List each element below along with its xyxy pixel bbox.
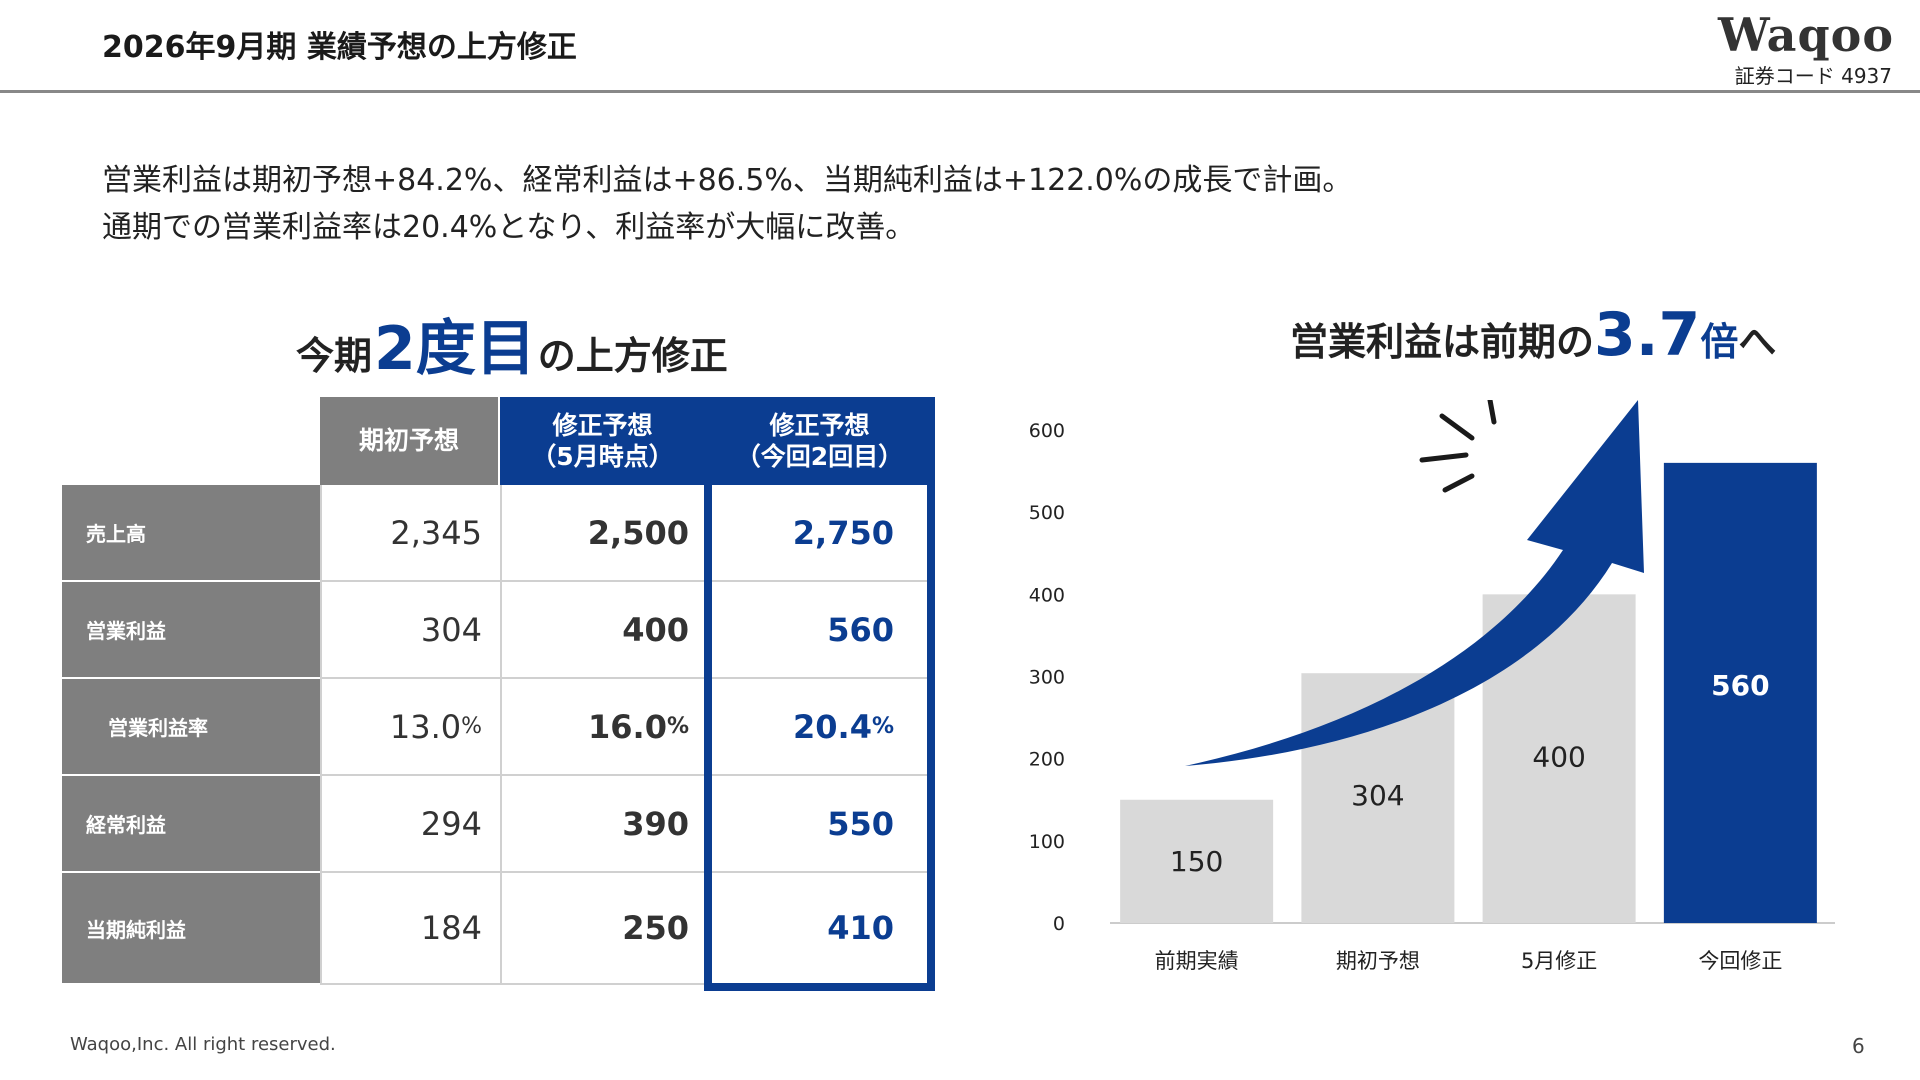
y-tick-label: 300 [1029,667,1065,689]
y-tick-label: 600 [1029,420,1065,442]
table-value: 16.0 [588,707,667,746]
y-tick-label: 500 [1029,502,1065,524]
table-cell: 390 [500,776,707,873]
left-heading-emph: 2度目 [374,314,536,384]
table-value: 2,500 [587,513,689,552]
bar-value-label: 560 [1711,669,1769,702]
growth-arrow-icon [1185,400,1644,766]
table-value: 184 [420,909,482,947]
table-value: 250 [622,909,689,947]
table-value: 294 [420,804,482,843]
bar-value-label: 150 [1170,845,1223,878]
table-value: 560 [827,610,894,649]
table-value: 2,345 [390,513,482,552]
stock-code: 証券コード 4937 [1734,64,1892,88]
table-value: 390 [622,804,689,843]
left-heading-suffix: の上方修正 [537,334,728,378]
lead-line-1: 営業利益は期初予想+84.2%、経常利益は+86.5%、当期純利益は+122.0… [102,163,1353,198]
bar-value-label: 304 [1351,779,1404,812]
table-row-label: 営業利益 [62,582,320,679]
table-cell: 410 [707,873,932,985]
y-tick-label: 100 [1029,831,1065,853]
table-cell: 2,750 [707,485,932,582]
x-category-label: 期初予想 [1336,949,1420,973]
y-tick-label: 0 [1053,913,1065,935]
table-cell: 400 [500,582,707,679]
footer-copyright: Waqoo,Inc. All right reserved. [70,1034,336,1055]
forecast-table: 期初予想 修正予想 （5月時点） 修正予想 （今回2回目） 売上高 2,345 2,500… [62,397,942,997]
header-divider [0,90,1920,93]
bar [1663,462,1817,923]
table-cell: 294 [320,776,500,873]
right-heading: 営業利益は前期の3.7倍へ [1290,300,1776,370]
bar-value-label: 400 [1532,740,1585,773]
table-cell: 550 [707,776,932,873]
table-value: 304 [420,610,482,649]
table-value: 20.4 [793,707,872,746]
right-heading-emph: 3.7 [1594,300,1701,370]
table-row-label: 営業利益率 [62,679,320,776]
page-number: 6 [1852,1034,1865,1058]
percent-sign: % [666,714,689,739]
table-value: 410 [827,909,894,947]
company-logo: Waqoo [1718,8,1894,62]
table-header-3: 修正予想 （今回2回目） [707,397,932,485]
right-heading-suffix: へ [1738,320,1777,364]
sparkle-stroke-icon [1419,452,1469,463]
table-row-label: 売上高 [62,485,320,582]
table-value: 13.0 [389,707,462,746]
y-tick-label: 400 [1029,584,1065,606]
left-heading: 今期2度目の上方修正 [296,300,728,387]
right-heading-prefix: 営業利益は前期の [1290,320,1595,364]
sparkle-stroke-icon [1487,397,1497,425]
sparkle-stroke-icon [1439,413,1475,441]
table-cell: 560 [707,582,932,679]
table-cell: 13.0% [320,679,500,776]
table-value: 400 [622,610,689,649]
page-title: 2026年9月期 業績予想の上方修正 [102,30,577,65]
right-heading-emph2: 倍 [1700,320,1739,364]
table-cell: 250 [500,873,707,985]
x-category-label: 前期実績 [1155,949,1239,973]
percent-sign: % [871,714,894,739]
table-value: 2,750 [792,513,894,552]
percent-sign: % [461,714,482,739]
table-cell: 2,500 [500,485,707,582]
table-cell: 16.0% [500,679,707,776]
table-cell: 304 [320,582,500,679]
sparkle-stroke-icon [1442,473,1475,493]
bar [1120,799,1274,923]
lead-line-2: 通期での営業利益率は20.4%となり、利益率が大幅に改善。 [102,210,916,245]
table-header-1: 期初予想 [320,397,498,485]
table-cell: 20.4% [707,679,932,776]
table-row-label: 当期純利益 [62,873,320,985]
table-row-label: 経常利益 [62,776,320,873]
left-heading-prefix: 今期 [296,334,373,378]
operating-profit-chart: 0 100 200 300 400 500 600 150 前期実績 304 期初予想 400 5月修正… [1020,397,1880,1000]
table-cell: 184 [320,873,500,985]
x-category-label: 今回修正 [1698,949,1782,973]
y-tick-label: 200 [1029,749,1065,771]
chart-svg: 0 100 200 300 400 500 600 150 前期実績 304 期初予想 400 5月修正… [1029,397,1835,973]
table-cell: 2,345 [320,485,500,582]
x-category-label: 5月修正 [1521,949,1597,973]
table-header-2: 修正予想 （5月時点） [500,397,705,485]
table-value: 550 [827,804,894,843]
